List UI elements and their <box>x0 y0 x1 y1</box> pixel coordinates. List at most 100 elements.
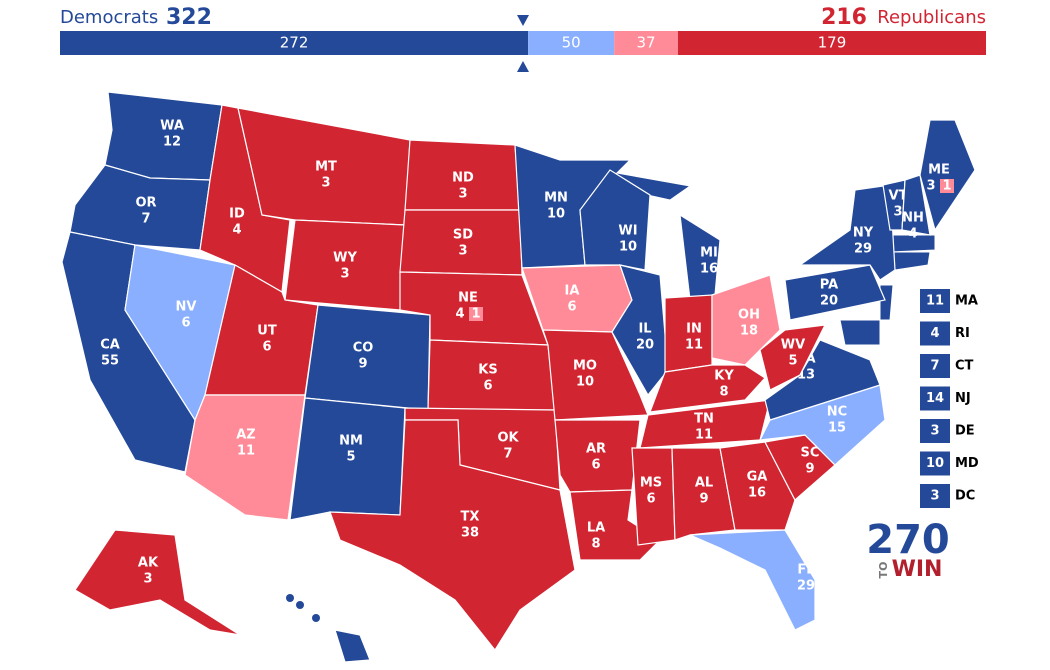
state-abbr: IL <box>638 322 651 337</box>
state-votes: 3 <box>893 205 902 220</box>
bar-segment <box>60 31 529 55</box>
state-votes: 9 <box>699 492 708 507</box>
state-votes: 38 <box>461 526 479 541</box>
majority-marker <box>517 15 529 26</box>
bar-label: 272 <box>280 34 309 52</box>
split-box <box>940 179 954 193</box>
state-votes: 6 <box>483 379 492 394</box>
majority-marker <box>517 61 529 72</box>
state-abbr: MT <box>315 160 337 175</box>
state-abbr: WY <box>333 251 357 266</box>
state-votes: 6 <box>591 458 600 473</box>
state-abbr: ID <box>229 207 245 222</box>
island <box>296 601 304 609</box>
state-abbr: NE <box>458 291 478 306</box>
state-abbr: HI <box>314 623 330 638</box>
state-votes: 10 <box>576 375 594 390</box>
state-votes: 20 <box>636 338 654 353</box>
state-votes: 4 <box>232 223 241 238</box>
state-abbr: AR <box>586 442 606 457</box>
state-votes: 18 <box>740 324 758 339</box>
small-state-box <box>920 451 950 476</box>
state-abbr: KS <box>478 363 497 378</box>
state-abbr: TX <box>461 510 480 525</box>
state-abbr: OR <box>135 196 156 211</box>
state-abbr: MO <box>573 359 597 374</box>
state-votes: 11 <box>237 444 255 459</box>
split-votes: 1 <box>471 307 480 322</box>
state-abbr: NY <box>853 226 874 241</box>
state-abbr: AL <box>695 476 713 491</box>
state-votes: 3 <box>926 179 935 194</box>
small-state-box <box>920 484 950 508</box>
island <box>286 594 294 602</box>
state-shape <box>798 184 896 281</box>
state-votes: 10 <box>619 240 637 255</box>
state-votes: 5 <box>346 450 355 465</box>
bar-segment <box>614 31 678 55</box>
state-votes: 29 <box>854 242 872 257</box>
state-votes: 3 <box>458 187 467 202</box>
small-state-votes: 10 <box>926 456 944 471</box>
island <box>312 614 320 622</box>
state-abbr: ND <box>452 171 474 186</box>
small-state-abbr: MD <box>955 456 979 471</box>
state-votes: 29 <box>797 579 815 594</box>
state-abbr: WI <box>618 224 637 239</box>
state-votes: 4 <box>317 639 326 654</box>
rep-total: 216 <box>821 5 867 30</box>
state-shape <box>784 264 886 321</box>
state-shape <box>649 364 766 413</box>
small-state-box <box>920 289 950 313</box>
bar-segment <box>677 31 986 55</box>
small-state-abbr: RI <box>955 326 970 341</box>
state-abbr: CO <box>353 341 374 356</box>
state-shape <box>901 174 931 236</box>
state-votes: 16 <box>700 262 718 277</box>
state-votes: 4 <box>908 227 917 242</box>
state-abbr: FL <box>797 563 814 578</box>
state-abbr: WA <box>160 119 184 134</box>
state-votes: 10 <box>547 207 565 222</box>
small-state-box <box>920 386 950 411</box>
state-abbr: NV <box>176 300 197 315</box>
state-abbr: MN <box>544 191 568 206</box>
logo-to: TO <box>877 562 890 579</box>
state-abbr: SD <box>453 228 473 243</box>
logo-win: WIN <box>892 557 943 582</box>
split-box <box>469 307 483 321</box>
small-state-votes: 7 <box>930 359 939 374</box>
state-votes: 8 <box>719 385 728 400</box>
state-votes: 5 <box>788 354 797 369</box>
rep-label: Republicans <box>877 7 986 28</box>
small-state-abbr: DC <box>955 489 975 504</box>
state-shape <box>671 447 736 541</box>
state-abbr: KY <box>714 369 734 384</box>
state-votes: 55 <box>101 354 119 369</box>
state-votes: 6 <box>567 300 576 315</box>
state-shape <box>399 209 523 276</box>
state-votes: 3 <box>340 267 349 282</box>
state-shape <box>579 169 651 271</box>
state-abbr: NH <box>902 211 924 226</box>
state-abbr: CA <box>100 338 120 353</box>
state-shape <box>74 529 241 636</box>
map: WA12OR7CA55NV6ID4MT3WY3UT6AZ11CO9NM5ND3S… <box>61 91 976 663</box>
small-state-votes: 14 <box>926 391 944 406</box>
state-votes: 9 <box>358 357 367 372</box>
state-shape <box>334 629 371 663</box>
state-shape <box>879 284 894 321</box>
state-abbr: ME <box>928 163 950 178</box>
small-state-abbr: DE <box>955 424 975 439</box>
small-states: 11 MA 4 RI 7 CT 14 NJ 3 DE 10 MD 3 DC <box>920 289 979 508</box>
small-state-votes: 4 <box>930 326 939 341</box>
small-state-abbr: MA <box>955 294 978 309</box>
logo-number: 270 <box>866 517 950 563</box>
small-state-box <box>920 321 950 346</box>
small-state-abbr: CT <box>955 359 974 374</box>
state-abbr: MS <box>640 476 662 491</box>
state-votes: 6 <box>181 316 190 331</box>
split-votes: 1 <box>942 179 951 194</box>
state-abbr: PA <box>820 278 838 293</box>
